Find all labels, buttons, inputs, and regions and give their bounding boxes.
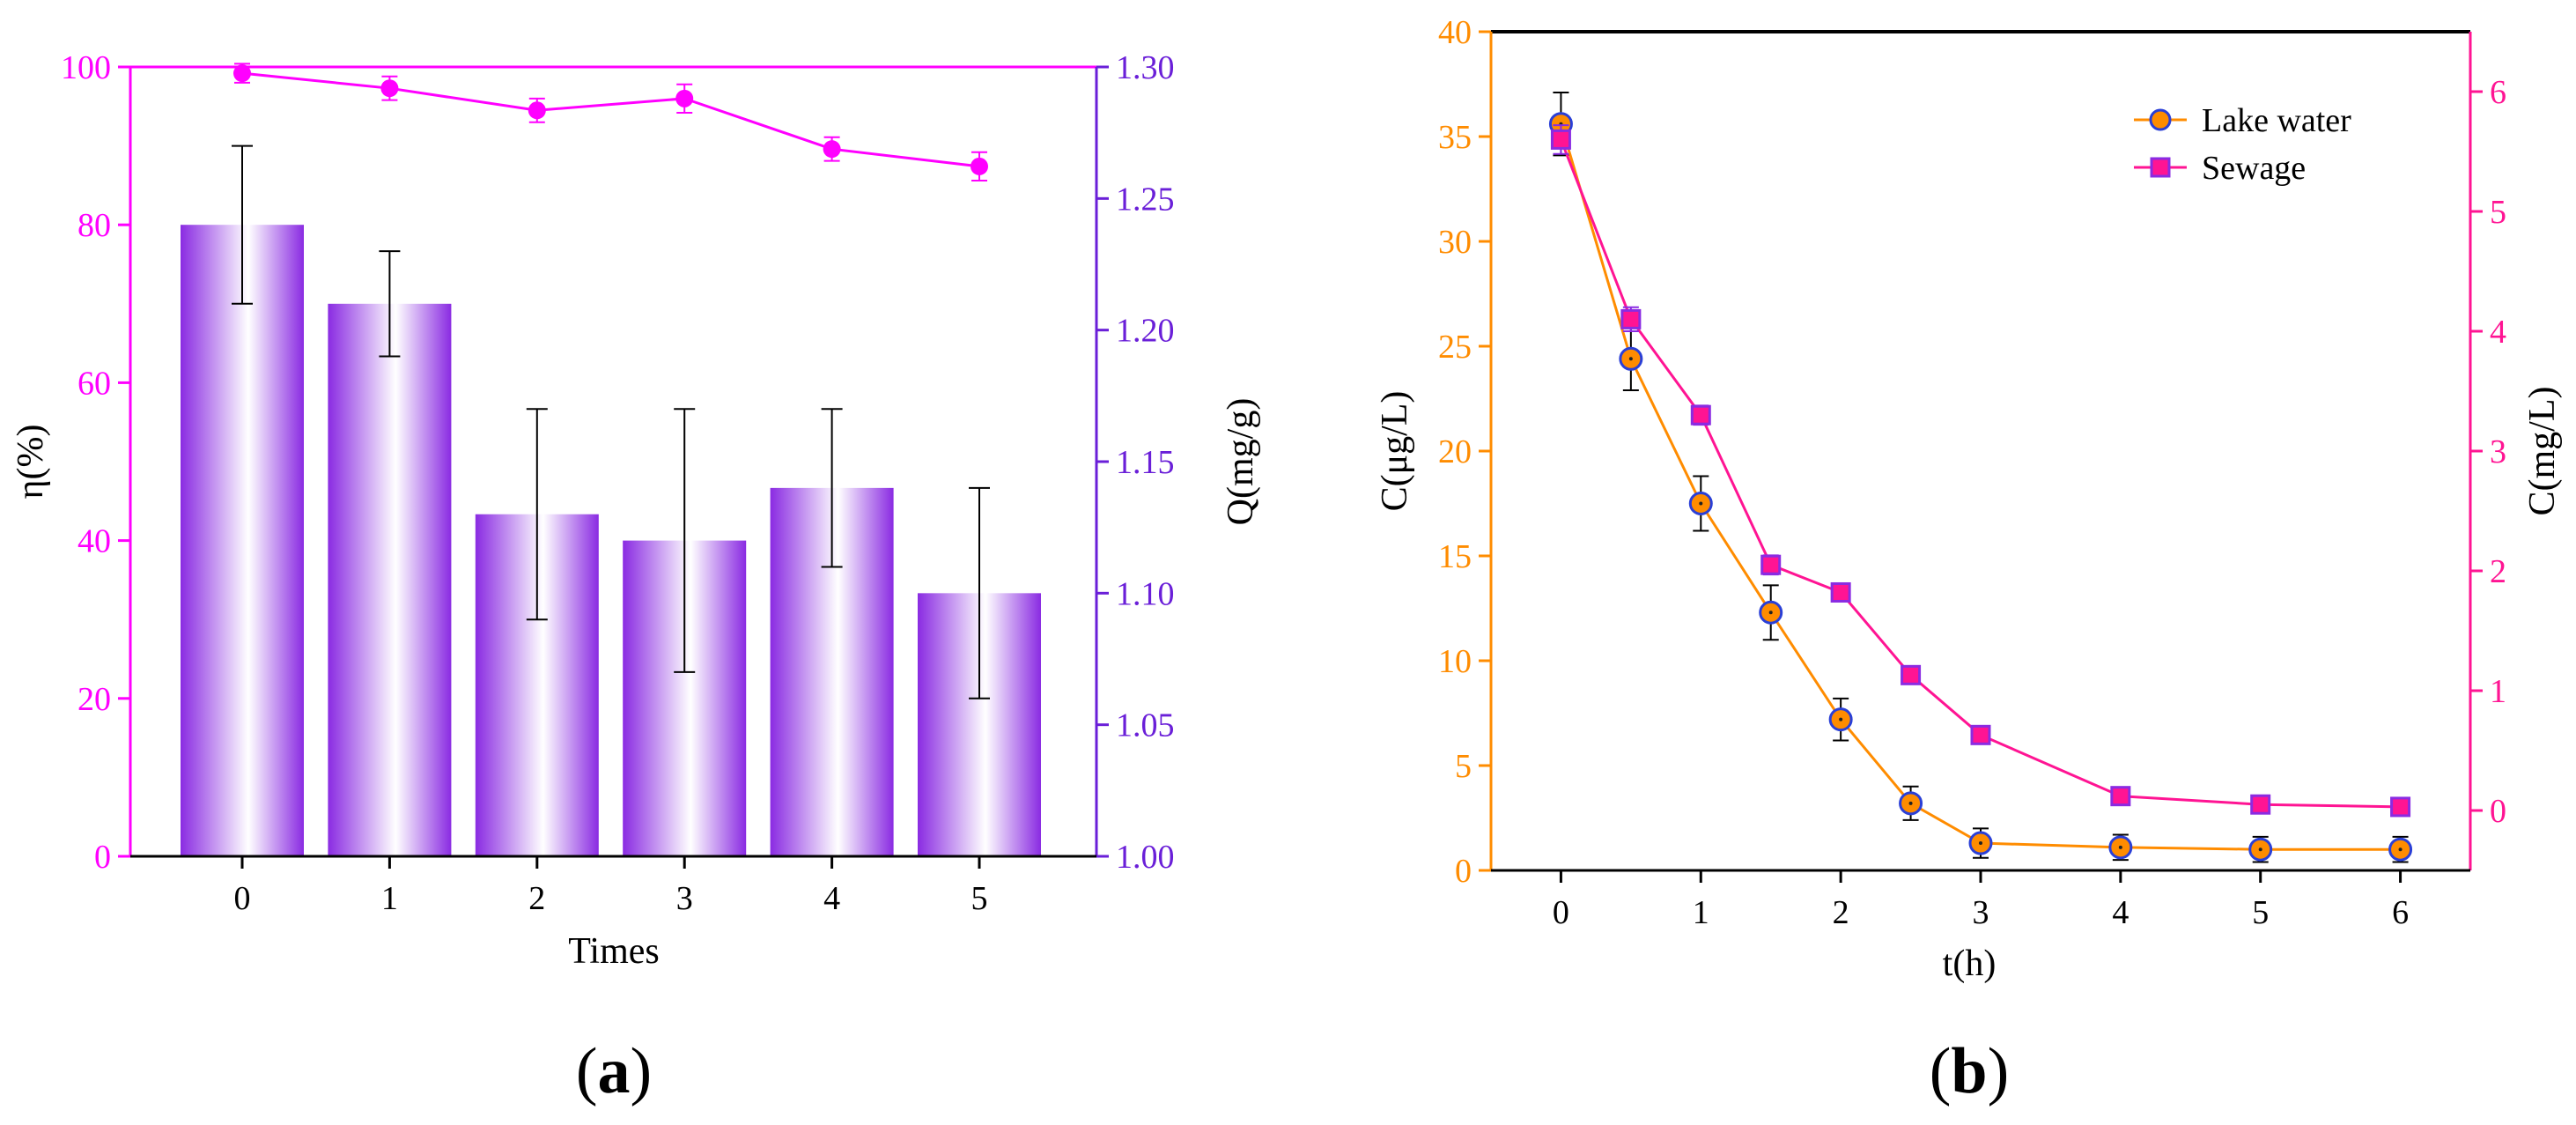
eta-point	[675, 89, 694, 107]
x-tick-label: 3	[1973, 894, 1989, 931]
right-tick-label: 1.05	[1116, 707, 1175, 744]
sewage-point	[1970, 724, 1991, 745]
chart-panel-b: 0 1 2 3 4 5 6 0 5 10 15 20 25 30 35 40 0 1 2 3 4 5 6 t(h) C(μg…	[1375, 14, 2563, 1107]
legend-sewage-marker	[2150, 157, 2171, 178]
x-tick-label: 0	[234, 880, 251, 917]
sewage-point	[2110, 786, 2131, 807]
left-tick-label: 60	[78, 365, 111, 402]
right-tick-label: 4	[2490, 314, 2506, 351]
right-tick-label: 1.10	[1116, 575, 1175, 612]
legend-sewage-label: Sewage	[2202, 150, 2306, 187]
panel-label-a-letter: a	[598, 1035, 631, 1107]
right-tick-label: 1	[2490, 673, 2506, 710]
eta-point	[380, 79, 399, 98]
sewage-point	[1760, 554, 1782, 575]
b-ticks: 0 1 2 3 4 5 6 0 5 10 15 20 25 30 35 40 0 1 2 3 4 5 6	[1438, 14, 2506, 931]
right-tick-label: 1.30	[1116, 49, 1175, 86]
a-x-axis-label: Times	[568, 931, 660, 972]
sewage-point	[2390, 796, 2411, 818]
lake-point-center	[2258, 847, 2262, 852]
lake-point-center	[1699, 501, 1703, 506]
x-tick-label: 0	[1553, 894, 1569, 931]
right-tick-label: 1.15	[1116, 444, 1175, 481]
lake-point-center	[1839, 717, 1843, 722]
panel-label-a: (a)	[576, 1035, 652, 1107]
bar-series-q	[181, 225, 1041, 856]
x-tick-label: 2	[528, 880, 545, 917]
x-tick-label: 4	[823, 880, 840, 917]
left-tick-label: 10	[1438, 643, 1472, 680]
right-tick-label: 6	[2490, 74, 2506, 111]
left-tick-label: 25	[1438, 329, 1472, 366]
bar	[328, 303, 452, 856]
lake-point-center	[1768, 611, 1773, 615]
left-tick-label: 80	[78, 207, 111, 244]
left-tick-label: 35	[1438, 119, 1472, 156]
sewage-point	[1901, 664, 1922, 685]
right-tick-label: 1.25	[1116, 181, 1175, 218]
a-ticks: 0 1 2 3 4 5 0 20 40 60 80 100 1.00 1.05 1.10 1.15 1.20 1.…	[61, 49, 1175, 917]
line-series-eta	[233, 63, 988, 182]
x-tick-label: 1	[1693, 894, 1709, 931]
lake-point-center	[1628, 357, 1633, 361]
x-tick-label: 4	[2112, 894, 2129, 931]
left-tick-label: 20	[1438, 433, 1472, 470]
lake-point-center	[2118, 845, 2122, 849]
sewage-point	[1620, 308, 1642, 329]
eta-point	[528, 101, 546, 120]
left-tick-label: 20	[78, 681, 111, 718]
bar-error-bars	[232, 144, 990, 699]
right-tick-label: 1.00	[1116, 839, 1175, 876]
sewage-line	[1560, 138, 2401, 809]
panel-label-b: (b)	[1930, 1035, 2009, 1107]
lake-line	[1559, 123, 2401, 851]
sewage-point	[1550, 129, 1571, 150]
lake-point-center	[1979, 841, 1982, 846]
a-right-axis-label: Q(mg/g)	[1221, 398, 1261, 526]
lake-point-center	[2398, 847, 2403, 852]
x-tick-label: 3	[676, 880, 693, 917]
right-tick-label: 1.20	[1116, 313, 1175, 350]
left-tick-label: 40	[78, 523, 111, 560]
b-left-axis-label: C(μg/L)	[1375, 391, 1415, 512]
right-tick-label: 5	[2490, 194, 2506, 231]
legend: Lake water Sewage	[2134, 102, 2351, 187]
sewage-point	[1830, 581, 1851, 603]
left-tick-label: 100	[61, 49, 111, 86]
x-tick-label: 1	[381, 880, 398, 917]
left-tick-label: 15	[1438, 538, 1472, 575]
right-tick-label: 0	[2490, 793, 2506, 830]
left-tick-label: 0	[1455, 853, 1472, 890]
eta-point	[823, 140, 841, 159]
b-x-axis-label: t(h)	[1943, 944, 1997, 984]
left-tick-label: 0	[94, 839, 111, 876]
right-tick-label: 2	[2490, 553, 2506, 590]
eta-point	[233, 64, 251, 83]
x-tick-label: 2	[1833, 894, 1849, 931]
b-right-axis-label: C(mg/L)	[2522, 387, 2563, 516]
eta-point	[971, 157, 988, 175]
sewage-point	[1690, 404, 1711, 426]
x-tick-label: 5	[2252, 894, 2269, 931]
sewage-point	[2250, 794, 2271, 815]
a-left-axis-label: η(%)	[11, 425, 51, 500]
lake-point-center	[1908, 801, 1913, 805]
legend-lake-label: Lake water	[2202, 102, 2351, 139]
left-tick-label: 40	[1438, 14, 1472, 51]
panel-label-b-letter: b	[1951, 1035, 1987, 1107]
legend-lake-marker	[2149, 108, 2172, 131]
eta-line	[241, 71, 980, 168]
b-series	[1548, 92, 2413, 863]
x-tick-label: 6	[2392, 894, 2409, 931]
left-tick-label: 5	[1455, 748, 1472, 785]
x-tick-label: 5	[971, 880, 988, 917]
left-tick-label: 30	[1438, 224, 1472, 261]
bar	[181, 225, 304, 856]
right-tick-label: 3	[2490, 433, 2506, 470]
chart-panel-a: 0 1 2 3 4 5 0 20 40 60 80 100 1.00 1.05 1.10 1.15 1.20 1.…	[11, 49, 1261, 1107]
